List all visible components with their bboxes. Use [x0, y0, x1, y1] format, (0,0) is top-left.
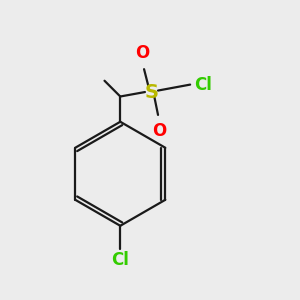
- Text: Cl: Cl: [195, 76, 212, 94]
- Text: S: S: [145, 82, 158, 101]
- Text: O: O: [152, 122, 166, 140]
- Text: O: O: [135, 44, 150, 62]
- Text: Cl: Cl: [111, 251, 129, 269]
